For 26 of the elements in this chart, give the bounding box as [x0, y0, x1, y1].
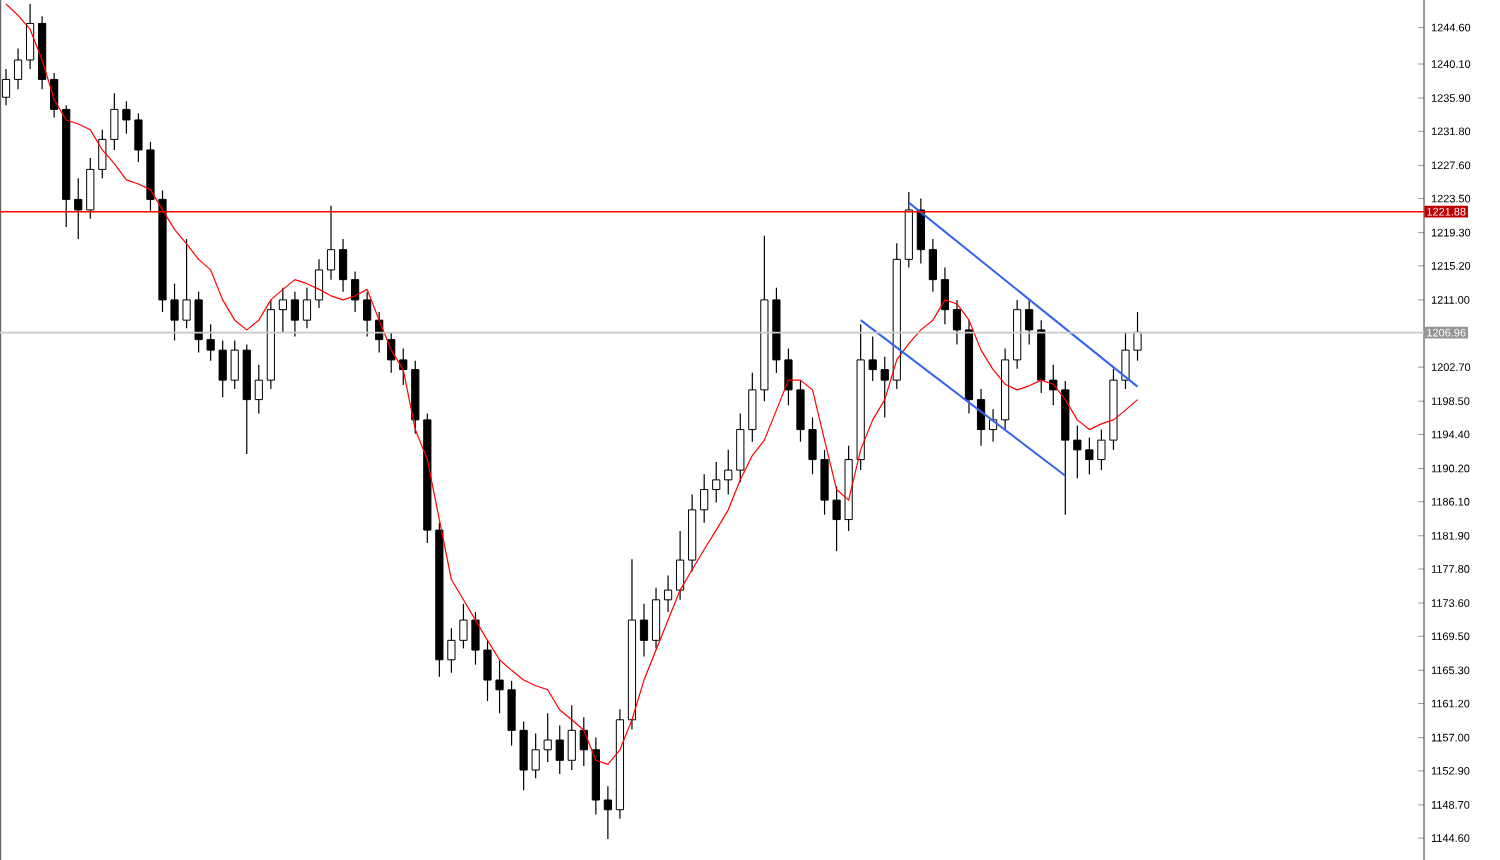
candlestick: [338, 238, 348, 293]
candlestick: [25, 3, 35, 70]
candlestick: [326, 205, 336, 281]
candlestick: [1025, 299, 1034, 346]
candlestick: [363, 291, 372, 337]
candlestick: [350, 270, 360, 313]
candlestick: [254, 364, 263, 414]
candlestick: [603, 785, 612, 840]
candlestick: [1, 68, 11, 106]
candlestick: [639, 603, 649, 658]
candlestick: [290, 291, 300, 337]
candlestick: [13, 48, 23, 90]
candlestick: [712, 461, 721, 504]
candlestick: [278, 287, 287, 333]
candlestick: [663, 574, 673, 613]
candlestick: [302, 287, 312, 329]
candlestick: [567, 704, 576, 771]
candlestick: [314, 258, 324, 309]
candlestick: [940, 266, 950, 325]
candlestick: [675, 530, 685, 601]
candlestick: [700, 473, 709, 524]
candlestick: [651, 587, 661, 650]
candlestick: [976, 388, 986, 447]
candlestick: [928, 238, 937, 293]
candlestick: [1049, 364, 1058, 406]
candlestick: [952, 299, 962, 346]
